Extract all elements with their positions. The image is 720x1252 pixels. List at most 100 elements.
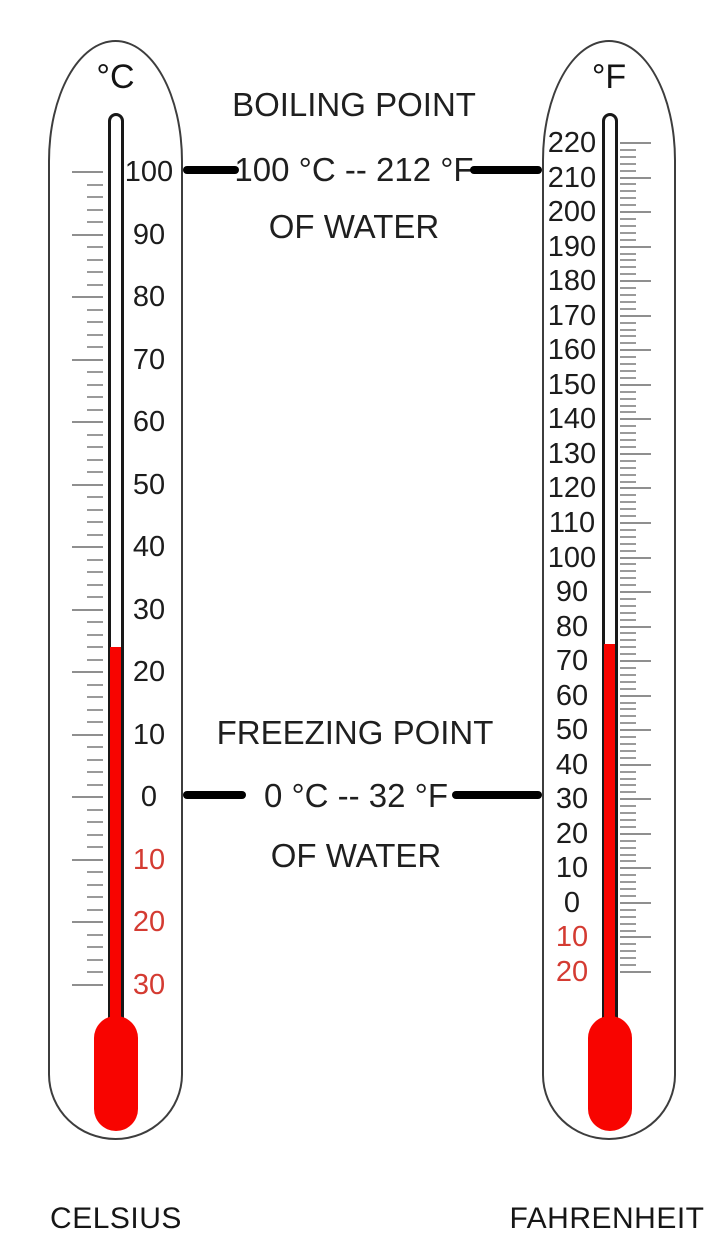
- fahrenheit-scale-tick: [620, 190, 636, 193]
- celsius-scale-tick: [72, 858, 103, 861]
- fahrenheit-scale-tick: [620, 964, 636, 967]
- fahrenheit-scale-label: 130: [547, 437, 597, 470]
- fahrenheit-scale-tick: [620, 259, 636, 262]
- fahrenheit-scale-label: 30: [555, 783, 589, 816]
- fahrenheit-scale-tick: [620, 653, 636, 656]
- fahrenheit-scale-tick: [620, 432, 636, 435]
- fahrenheit-scale-tick: [620, 169, 636, 172]
- fahrenheit-scale-label: 170: [547, 299, 597, 332]
- celsius-scale-tick: [87, 821, 103, 823]
- freezing-connector-line-right: [452, 791, 542, 799]
- fahrenheit-scale-tick: [620, 908, 636, 911]
- fahrenheit-scale-tick: [620, 535, 636, 538]
- fahrenheit-scale-tick: [620, 238, 636, 241]
- celsius-scale-tick: [87, 658, 103, 661]
- boiling-connector-line-right: [470, 166, 542, 174]
- boiling-connector-line-left: [183, 166, 239, 174]
- fahrenheit-scale-tick: [620, 280, 651, 283]
- fahrenheit-scale-tick: [620, 480, 636, 483]
- celsius-scale-tick: [87, 708, 103, 711]
- celsius-scale-label: 20: [132, 656, 166, 688]
- fahrenheit-scale-tick: [620, 528, 636, 531]
- fahrenheit-scale-tick: [620, 888, 636, 891]
- celsius-scale-tick: [87, 571, 103, 573]
- celsius-scale-tick: [87, 946, 103, 948]
- celsius-scale-tick: [87, 583, 103, 586]
- celsius-scale-tick: [72, 921, 103, 923]
- fahrenheit-scale-tick: [620, 473, 636, 476]
- celsius-scale-tick: [87, 383, 103, 386]
- fahrenheit-unit-label: °F: [591, 58, 627, 96]
- celsius-scale-tick: [87, 758, 103, 761]
- celsius-scale-tick: [87, 521, 103, 523]
- fahrenheit-scale-label: 40: [555, 748, 589, 781]
- fahrenheit-scale-tick: [620, 487, 651, 490]
- fahrenheit-scale-tick: [620, 798, 651, 801]
- fahrenheit-scale-tick: [620, 584, 636, 587]
- celsius-scale-tick: [87, 621, 103, 623]
- fahrenheit-scale-tick: [620, 618, 636, 621]
- celsius-scale-tick: [72, 358, 103, 361]
- fahrenheit-scale-tick: [620, 687, 636, 690]
- fahrenheit-scale-label: 10: [555, 921, 589, 954]
- fahrenheit-scale-tick: [620, 556, 651, 559]
- fahrenheit-scale-tick: [620, 162, 636, 165]
- celsius-scale-tick: [72, 483, 103, 486]
- freezing-point-title: FREEZING POINT: [216, 714, 494, 751]
- celsius-scale-tick: [87, 971, 103, 973]
- fahrenheit-scale-tick: [620, 563, 636, 566]
- celsius-scale-tick: [72, 546, 103, 548]
- fahrenheit-scale-tick: [620, 777, 636, 780]
- celsius-scale-tick: [87, 533, 103, 536]
- celsius-scale-tick: [87, 458, 103, 461]
- fahrenheit-scale-label: 190: [547, 230, 597, 263]
- fahrenheit-scale-tick: [620, 321, 636, 324]
- celsius-scale-label: 60: [132, 406, 166, 438]
- fahrenheit-scale-tick: [620, 895, 636, 898]
- celsius-scale-tick: [87, 746, 103, 748]
- fahrenheit-scale-tick: [620, 812, 636, 815]
- fahrenheit-scale-tick: [620, 832, 651, 835]
- celsius-scale-label: 50: [132, 468, 166, 501]
- fahrenheit-scale-label: 80: [555, 610, 589, 643]
- celsius-unit-label: °C: [96, 58, 135, 96]
- fahrenheit-scale-tick: [620, 515, 636, 518]
- fahrenheit-scale-tick: [620, 860, 636, 863]
- fahrenheit-scale-label: 100: [547, 541, 597, 574]
- celsius-scale-tick: [87, 346, 103, 348]
- celsius-scale-label: 20: [132, 906, 166, 938]
- freezing-point-subtitle: OF WATER: [270, 837, 442, 874]
- fahrenheit-scale-label: 20: [555, 956, 589, 988]
- celsius-scale-tick: [87, 933, 103, 936]
- fahrenheit-scale-tick: [620, 211, 651, 214]
- celsius-scale-tick: [87, 221, 103, 223]
- fahrenheit-scale-tick: [620, 293, 636, 296]
- celsius-scale-tick: [87, 283, 103, 286]
- fahrenheit-scale-tick: [620, 570, 636, 573]
- celsius-scale-tick: [87, 183, 103, 186]
- fahrenheit-scale-tick: [620, 356, 636, 359]
- fahrenheit-scale-tick: [620, 521, 651, 524]
- celsius-scale-label: 90: [132, 218, 166, 251]
- fahrenheit-scale-tick: [620, 494, 636, 497]
- fahrenheit-scale-label: 20: [555, 817, 589, 850]
- fahrenheit-scale-label: 150: [547, 368, 597, 401]
- fahrenheit-scale-tick: [620, 770, 636, 773]
- celsius-scale-tick: [87, 958, 103, 961]
- celsius-scale-tick: [87, 508, 103, 511]
- boiling-point-title: BOILING POINT: [232, 86, 476, 123]
- celsius-scale-label: 30: [132, 593, 166, 626]
- fahrenheit-scale-tick: [620, 591, 651, 594]
- fahrenheit-scale-tick: [620, 148, 636, 151]
- celsius-scale-label: 10: [132, 718, 166, 751]
- fahrenheit-scale-label: 220: [547, 127, 597, 159]
- fahrenheit-scale-tick: [620, 632, 636, 635]
- celsius-scale-tick: [87, 208, 103, 211]
- fahrenheit-scale-label: 90: [555, 576, 589, 609]
- boiling-point-subtitle: OF WATER: [268, 208, 440, 245]
- fahrenheit-scale-tick: [620, 708, 636, 711]
- fahrenheit-scale-tick: [620, 694, 651, 697]
- celsius-scale-tick: [87, 321, 103, 323]
- fahrenheit-scale-tick: [620, 915, 636, 918]
- celsius-scale-tick: [87, 471, 103, 473]
